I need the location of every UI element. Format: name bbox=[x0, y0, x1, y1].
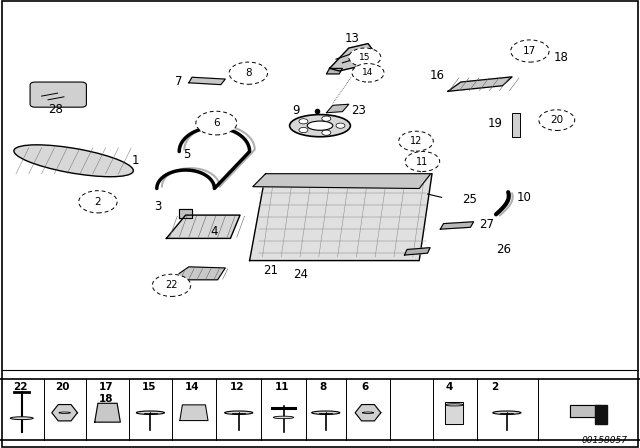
Polygon shape bbox=[330, 43, 378, 71]
Text: 11: 11 bbox=[416, 156, 429, 167]
FancyBboxPatch shape bbox=[30, 82, 86, 107]
Circle shape bbox=[312, 411, 340, 414]
Text: 4: 4 bbox=[445, 382, 453, 392]
Circle shape bbox=[445, 404, 463, 406]
Text: 22: 22 bbox=[13, 382, 28, 392]
Circle shape bbox=[322, 116, 331, 121]
Circle shape bbox=[225, 411, 253, 414]
Text: 28: 28 bbox=[48, 103, 63, 116]
Text: 17: 17 bbox=[99, 382, 113, 392]
Circle shape bbox=[299, 119, 308, 124]
Text: 15: 15 bbox=[141, 382, 156, 392]
Polygon shape bbox=[189, 77, 225, 85]
Circle shape bbox=[273, 416, 294, 419]
Text: 15: 15 bbox=[359, 53, 371, 62]
Circle shape bbox=[352, 64, 384, 82]
Text: 6: 6 bbox=[362, 382, 369, 392]
Circle shape bbox=[152, 274, 191, 297]
Circle shape bbox=[10, 417, 33, 420]
Text: 17: 17 bbox=[524, 46, 536, 56]
Circle shape bbox=[493, 411, 521, 414]
Text: 4: 4 bbox=[211, 224, 218, 237]
Text: 21: 21 bbox=[264, 264, 278, 277]
Text: 20: 20 bbox=[55, 382, 70, 392]
Polygon shape bbox=[179, 209, 192, 218]
Circle shape bbox=[349, 48, 381, 67]
Circle shape bbox=[136, 411, 164, 414]
Circle shape bbox=[299, 127, 308, 133]
Polygon shape bbox=[448, 77, 512, 91]
Text: 7: 7 bbox=[175, 75, 182, 88]
Text: 9: 9 bbox=[292, 104, 300, 117]
Circle shape bbox=[511, 40, 549, 62]
Text: 19: 19 bbox=[488, 117, 503, 130]
Polygon shape bbox=[440, 222, 474, 229]
Text: 26: 26 bbox=[496, 243, 511, 256]
Ellipse shape bbox=[290, 115, 351, 137]
Polygon shape bbox=[52, 405, 77, 421]
Bar bbox=[512, 113, 520, 137]
Circle shape bbox=[59, 412, 70, 414]
Polygon shape bbox=[95, 403, 120, 422]
Polygon shape bbox=[570, 405, 600, 418]
Text: 12: 12 bbox=[230, 382, 244, 392]
Polygon shape bbox=[595, 405, 607, 424]
Text: 5: 5 bbox=[183, 148, 191, 161]
Circle shape bbox=[79, 191, 117, 213]
Text: 00158057: 00158057 bbox=[581, 436, 627, 445]
Polygon shape bbox=[250, 174, 432, 261]
Circle shape bbox=[405, 151, 440, 172]
Text: 6: 6 bbox=[213, 118, 220, 128]
Circle shape bbox=[539, 110, 575, 130]
Polygon shape bbox=[166, 215, 240, 238]
Text: 2: 2 bbox=[492, 382, 499, 392]
Polygon shape bbox=[253, 174, 431, 189]
Text: 24: 24 bbox=[293, 268, 308, 281]
Text: 16: 16 bbox=[430, 69, 445, 82]
Text: 25: 25 bbox=[462, 193, 477, 206]
Text: 8: 8 bbox=[245, 68, 252, 78]
Text: 13: 13 bbox=[344, 32, 359, 45]
Text: 1: 1 bbox=[131, 154, 139, 167]
Text: 18: 18 bbox=[99, 394, 113, 405]
Text: 23: 23 bbox=[351, 104, 365, 117]
Text: 14: 14 bbox=[362, 68, 374, 78]
Text: 18: 18 bbox=[554, 51, 568, 64]
Text: 22: 22 bbox=[165, 280, 178, 290]
Text: 27: 27 bbox=[479, 218, 493, 231]
Circle shape bbox=[399, 131, 433, 151]
Circle shape bbox=[362, 412, 374, 414]
Polygon shape bbox=[445, 402, 463, 424]
Polygon shape bbox=[404, 248, 430, 255]
Text: 14: 14 bbox=[185, 382, 200, 392]
Circle shape bbox=[322, 130, 331, 135]
Circle shape bbox=[229, 62, 268, 84]
Ellipse shape bbox=[14, 145, 133, 177]
Text: 20: 20 bbox=[550, 115, 563, 125]
Polygon shape bbox=[355, 405, 381, 421]
Circle shape bbox=[336, 123, 345, 128]
Polygon shape bbox=[180, 405, 208, 421]
Text: 3: 3 bbox=[154, 200, 161, 214]
Text: 8: 8 bbox=[319, 382, 326, 392]
Ellipse shape bbox=[307, 121, 333, 130]
Text: 10: 10 bbox=[517, 191, 532, 204]
Text: 12: 12 bbox=[410, 136, 422, 146]
Polygon shape bbox=[326, 69, 342, 74]
Text: 11: 11 bbox=[275, 382, 289, 392]
Polygon shape bbox=[326, 104, 349, 113]
Circle shape bbox=[196, 111, 237, 135]
Text: 2: 2 bbox=[95, 197, 101, 207]
Polygon shape bbox=[179, 267, 225, 280]
